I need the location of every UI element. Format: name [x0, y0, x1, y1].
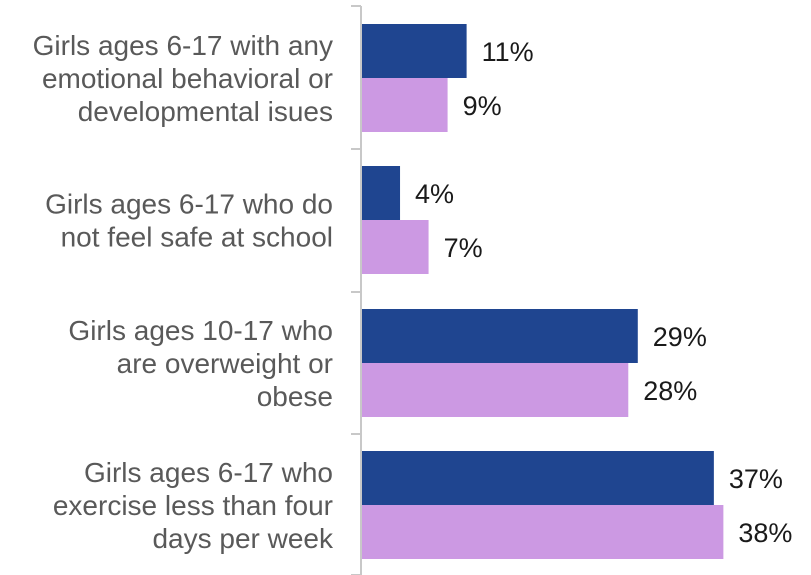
data-label: 29%	[653, 322, 707, 352]
category-label: exercise less than four	[53, 490, 333, 521]
category-label: emotional behavioral or	[42, 63, 333, 94]
bar-series-2	[362, 220, 429, 274]
category-label: Girls ages 6-17 who	[84, 457, 333, 488]
category-label: days per week	[152, 523, 334, 554]
data-label: 37%	[729, 464, 783, 494]
bar-series-2	[362, 78, 448, 132]
data-label: 11%	[482, 37, 534, 67]
bar-series-2	[362, 363, 629, 417]
bars-layer	[362, 24, 724, 559]
bar-series-1	[362, 309, 638, 363]
category-label: not feel safe at school	[61, 222, 333, 253]
data-label: 7%	[444, 233, 483, 263]
category-label: Girls ages 10-17 who	[68, 315, 333, 346]
category-label: developmental isues	[78, 96, 333, 127]
data-label: 9%	[463, 91, 502, 121]
bar-series-1	[362, 24, 467, 78]
bar-series-1	[362, 451, 714, 505]
bar-series-2	[362, 505, 724, 559]
category-label: are overweight or	[117, 348, 333, 379]
axis-layer	[351, 5, 362, 575]
data-label: 28%	[643, 376, 697, 406]
category-label: obese	[257, 381, 333, 412]
category-label: Girls ages 6-17 with any	[33, 30, 333, 61]
bar-series-1	[362, 166, 401, 220]
category-label: Girls ages 6-17 who do	[45, 189, 333, 220]
data-label: 38%	[738, 518, 792, 548]
data-label: 4%	[415, 179, 454, 209]
